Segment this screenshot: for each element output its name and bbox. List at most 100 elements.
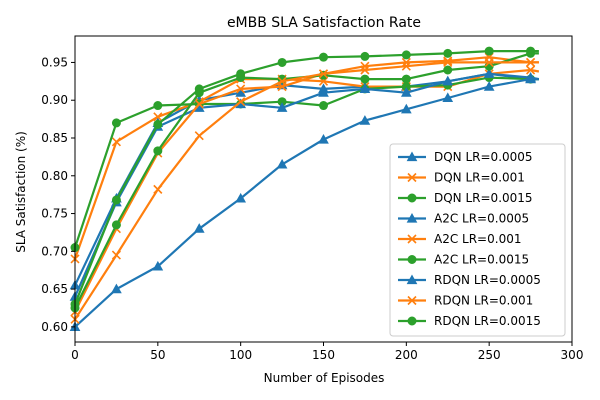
legend-label: A2C LR=0.0015 <box>434 253 529 267</box>
data-point <box>276 158 288 169</box>
data-point <box>319 52 328 62</box>
data-point <box>401 74 411 84</box>
data-point <box>483 68 495 78</box>
data-point <box>359 115 371 125</box>
legend-entry: DQN LR=0.001 <box>398 171 525 185</box>
x-tick-label: 50 <box>150 348 165 362</box>
data-point <box>193 223 205 233</box>
data-point <box>194 84 204 94</box>
data-point <box>484 57 494 68</box>
data-point <box>360 51 370 61</box>
x-tick-label: 100 <box>229 348 252 362</box>
legend-label: DQN LR=0.0005 <box>434 150 533 164</box>
chart-title: eMBB SLA Satisfaction Rate <box>227 15 421 31</box>
data-point <box>318 69 329 79</box>
legend-label: RDQN LR=0.0005 <box>434 273 541 287</box>
data-point <box>401 61 411 71</box>
legend-label: A2C LR=0.001 <box>434 232 521 246</box>
legend-entry: DQN LR=0.0015 <box>398 191 533 205</box>
y-tick-label: 0.85 <box>41 131 68 145</box>
legend-marker <box>406 274 418 285</box>
legend-marker <box>407 316 417 326</box>
data-point <box>111 220 121 230</box>
y-tick-label: 0.60 <box>41 320 68 334</box>
data-point <box>111 250 121 260</box>
series-9 <box>70 46 539 309</box>
series-8 <box>70 57 539 324</box>
y-tick-label: 0.90 <box>41 93 68 107</box>
data-point <box>153 119 163 129</box>
x-tick-label: 200 <box>395 348 418 362</box>
legend-entry: A2C LR=0.0005 <box>398 212 529 226</box>
legend-entry: DQN LR=0.0005 <box>398 150 533 164</box>
y-tick-label: 0.70 <box>41 244 68 258</box>
data-point <box>152 260 164 271</box>
y-tick-label: 0.75 <box>41 207 68 221</box>
data-point <box>153 101 163 111</box>
legend-box <box>389 143 566 337</box>
x-tick-label: 0 <box>71 348 79 362</box>
data-point <box>236 69 246 79</box>
legend-marker <box>407 255 417 264</box>
data-point <box>443 57 453 68</box>
legend-entry: A2C LR=0.001 <box>398 232 521 246</box>
legend-marker <box>407 193 417 203</box>
y-tick-label: 0.95 <box>41 55 68 69</box>
legend-label: A2C LR=0.0005 <box>434 212 529 226</box>
data-point <box>153 184 163 194</box>
data-point <box>400 87 412 97</box>
data-point <box>525 73 536 84</box>
legend-label: RDQN LR=0.0015 <box>434 314 541 328</box>
legend-label: DQN LR=0.001 <box>434 171 525 185</box>
plot-area: 0 50 100 150 200 250 300 0.60 0.65 0.70 0.75 0.80 0.… <box>41 35 584 362</box>
legend-entry: RDQN LR=0.001 <box>398 294 533 308</box>
y-tick-label: 0.80 <box>41 169 68 183</box>
data-point <box>153 146 163 156</box>
legend-marker <box>407 295 417 306</box>
data-point <box>277 76 287 86</box>
legend-entry: A2C LR=0.0015 <box>398 253 529 267</box>
data-point <box>319 101 328 111</box>
legend-label: DQN LR=0.0015 <box>434 191 533 205</box>
legend-entry: RDQN LR=0.0015 <box>398 314 541 328</box>
x-tick-label: 300 <box>561 348 584 362</box>
data-point <box>111 137 121 147</box>
data-point <box>153 112 163 122</box>
data-point <box>442 75 454 86</box>
data-point <box>318 87 329 97</box>
series-7 <box>69 73 539 331</box>
x-tick-label: 250 <box>478 348 501 362</box>
data-point <box>236 84 246 94</box>
legend-marker <box>407 172 417 183</box>
data-point <box>400 103 412 114</box>
data-point <box>111 283 122 294</box>
legend-marker <box>406 151 418 162</box>
y-tick-label: 0.65 <box>41 282 68 296</box>
data-point <box>111 195 121 205</box>
data-point <box>526 65 536 75</box>
data-point <box>526 46 536 56</box>
x-axis-label: Number of Episodes <box>264 371 385 385</box>
data-point <box>359 83 371 93</box>
data-point <box>194 99 204 109</box>
data-point <box>360 65 370 75</box>
data-point <box>235 192 247 203</box>
legend-label: RDQN LR=0.001 <box>434 294 533 308</box>
data-point <box>443 48 453 58</box>
legend-marker <box>407 234 417 244</box>
data-point <box>318 133 329 144</box>
data-point <box>194 131 204 141</box>
data-point <box>483 81 495 91</box>
data-point <box>276 102 288 112</box>
legend: DQN LR=0.0005 DQN LR=0.001 DQN LR=0.0015 A2… <box>389 143 566 337</box>
data-point <box>236 97 246 107</box>
legend-marker <box>406 212 418 223</box>
data-point <box>360 74 370 84</box>
x-tick-label: 150 <box>312 348 335 362</box>
y-axis-label: SLA Satisfaction (%) <box>14 131 28 253</box>
data-point <box>401 50 411 60</box>
data-point <box>443 65 453 75</box>
data-point <box>277 57 287 67</box>
data-point <box>526 57 536 68</box>
